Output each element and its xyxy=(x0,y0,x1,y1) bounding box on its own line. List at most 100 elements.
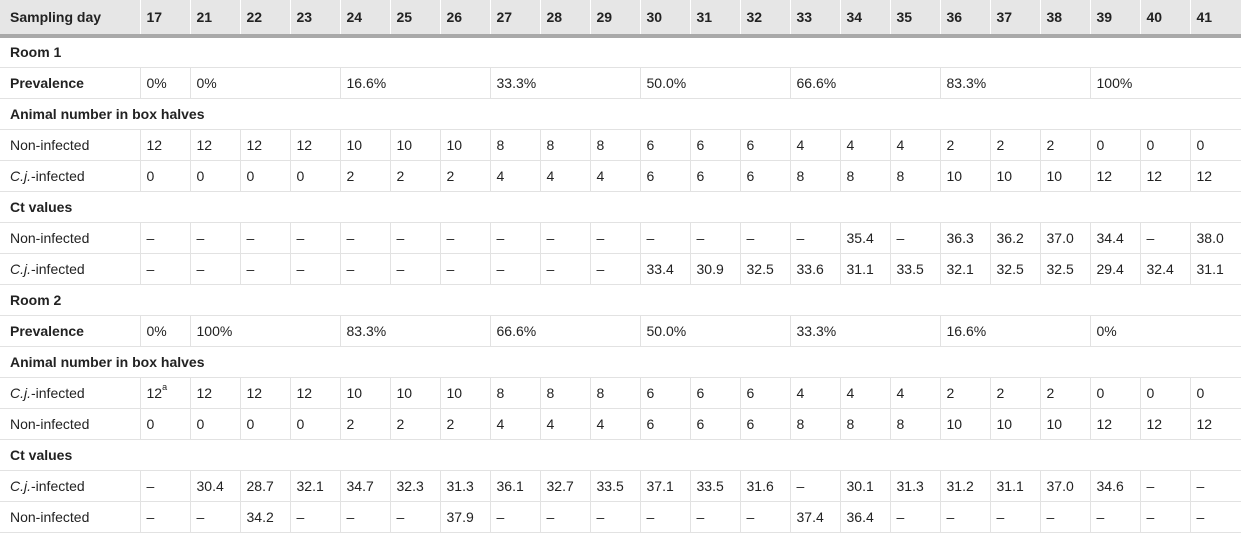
value-cell: 12 xyxy=(140,129,191,161)
value-cell: 12a xyxy=(140,377,191,409)
ct-values-heading-label: Ct values xyxy=(0,191,1241,223)
value-cell: 32.4 xyxy=(1140,253,1191,285)
cell-value: 4 xyxy=(596,415,605,432)
cell-value: 8 xyxy=(846,415,855,432)
row-label: Non-infected xyxy=(0,501,141,533)
cell-value: 4 xyxy=(796,384,805,401)
prevalence-value: 100% xyxy=(190,315,341,347)
value-cell: 4 xyxy=(790,377,841,409)
row-label: Non-infected xyxy=(0,129,141,161)
header-day: 28 xyxy=(540,0,591,38)
cell-value: 12 xyxy=(1196,415,1213,432)
cell-value: 4 xyxy=(846,136,855,153)
cell-value: 33.5 xyxy=(896,260,924,277)
row-label-suffix: -infected xyxy=(31,477,85,494)
cell-value: 33.4 xyxy=(646,260,674,277)
value-cell: 31.1 xyxy=(840,253,891,285)
cell-value: – xyxy=(896,229,905,246)
cell-value: 34.2 xyxy=(246,508,274,525)
cell-value: 0 xyxy=(196,167,205,184)
cell-value: 4 xyxy=(496,167,505,184)
value-cell: 2 xyxy=(940,377,991,409)
value-cell: 12 xyxy=(1190,160,1241,192)
value-cell: 4 xyxy=(540,408,591,440)
value-cell: 2 xyxy=(390,408,441,440)
cell-value: – xyxy=(146,229,155,246)
value-cell: 2 xyxy=(1040,129,1091,161)
cell-value: 2 xyxy=(946,136,955,153)
value-cell: 32.5 xyxy=(990,253,1041,285)
header-day: 34 xyxy=(840,0,891,38)
cell-value: 4 xyxy=(546,415,555,432)
cell-value: 2 xyxy=(1046,136,1055,153)
cell-value: 31.6 xyxy=(746,477,774,494)
header-day: 21 xyxy=(190,0,241,38)
value-cell: – xyxy=(790,222,841,254)
value-cell: – xyxy=(340,222,391,254)
value-cell: 32.5 xyxy=(1040,253,1091,285)
cell-value: – xyxy=(646,229,655,246)
value-cell: 31.2 xyxy=(940,470,991,502)
value-cell: – xyxy=(1140,222,1191,254)
cell-value: – xyxy=(596,260,605,277)
cell-value: 37.4 xyxy=(796,508,824,525)
cell-value: – xyxy=(696,229,705,246)
cell-value: – xyxy=(1046,508,1055,525)
value-cell: 32.5 xyxy=(740,253,791,285)
value-cell: 10 xyxy=(340,377,391,409)
ct-row: Non-infected – – – – – – – – – – – – – – 35.4 – 36.3 36.2 3… xyxy=(0,222,1241,254)
cell-value: 12 xyxy=(246,136,263,153)
cell-value: 2 xyxy=(996,384,1005,401)
cell-value: 32.4 xyxy=(1146,260,1174,277)
animal-row: C.j.-infected 12a 12 12 12 10 10 10 8 8 8 6 6 6 4 4 4 2 2 2… xyxy=(0,377,1241,409)
header-day: 17 xyxy=(140,0,191,38)
cell-value: 37.1 xyxy=(646,477,674,494)
value-cell: 6 xyxy=(640,408,691,440)
cell-value: 4 xyxy=(796,136,805,153)
cell-value: 12 xyxy=(1196,167,1213,184)
cell-value: 10 xyxy=(396,136,413,153)
value-cell: 12 xyxy=(240,129,291,161)
cell-value: – xyxy=(1196,508,1205,525)
cell-value: 0 xyxy=(196,415,205,432)
header-day: 38 xyxy=(1040,0,1091,38)
cell-value: – xyxy=(346,260,355,277)
value-cell: 2 xyxy=(990,129,1041,161)
cell-value: 6 xyxy=(746,136,755,153)
value-cell: 12 xyxy=(240,377,291,409)
value-cell: – xyxy=(140,470,191,502)
cell-value: 31.1 xyxy=(846,260,874,277)
row-label-main: Non-infected xyxy=(10,415,90,432)
header-day: 37 xyxy=(990,0,1041,38)
value-cell: 4 xyxy=(840,129,891,161)
row-label-suffix: -infected xyxy=(31,384,85,401)
cell-value: 10 xyxy=(446,384,463,401)
cell-value: 6 xyxy=(746,415,755,432)
value-cell: – xyxy=(890,222,941,254)
cell-value: 32.5 xyxy=(1046,260,1074,277)
cell-value: 12 xyxy=(146,136,163,153)
cell-value: – xyxy=(546,508,555,525)
value-cell: 4 xyxy=(790,129,841,161)
value-cell: 4 xyxy=(490,160,541,192)
value-cell: 32.1 xyxy=(290,470,341,502)
cell-value: 32.3 xyxy=(396,477,424,494)
value-cell: – xyxy=(940,501,991,533)
cell-value: 4 xyxy=(846,384,855,401)
value-cell: – xyxy=(290,222,341,254)
animal-number-heading: Animal number in box halves xyxy=(0,98,1241,130)
value-cell: 8 xyxy=(490,129,541,161)
cell-value: 29.4 xyxy=(1096,260,1124,277)
value-cell: 33.5 xyxy=(690,470,741,502)
value-cell: – xyxy=(690,501,741,533)
value-cell: – xyxy=(790,470,841,502)
value-cell: 36.1 xyxy=(490,470,541,502)
prevalence-label: Prevalence xyxy=(0,315,141,347)
prevalence-value: 33.3% xyxy=(490,67,641,99)
value-cell: 12 xyxy=(190,129,241,161)
cell-value: 2 xyxy=(346,167,355,184)
value-cell: 8 xyxy=(790,408,841,440)
cell-value: 12 xyxy=(1146,167,1163,184)
value-cell: 12 xyxy=(1090,408,1141,440)
ct-row: C.j.-infected –30.4 28.7 32.1 34.7 32.3 31.3 36… xyxy=(0,470,1241,502)
